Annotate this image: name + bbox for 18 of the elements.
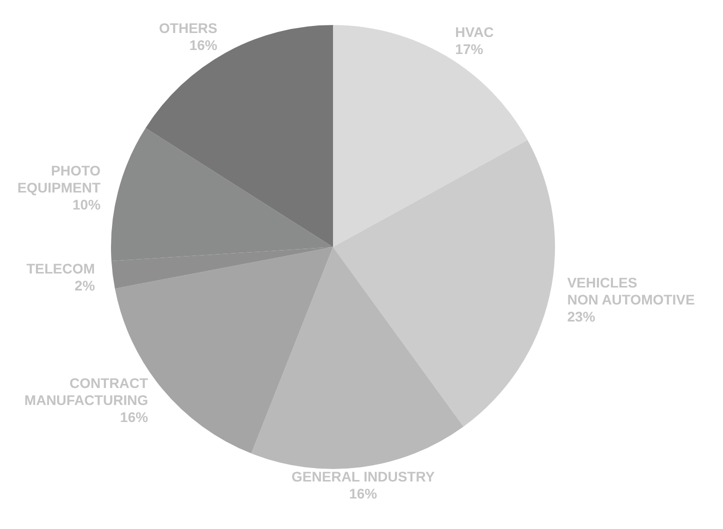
- slice-label: HVAC: [455, 24, 494, 40]
- data-label: 2%: [74, 278, 96, 294]
- data-label: 23%: [567, 308, 596, 324]
- slice-label: GENERAL INDUSTRY: [292, 468, 436, 485]
- data-label: 16%: [120, 408, 149, 425]
- pie-slice: [333, 140, 555, 427]
- pie-slice: [251, 247, 464, 469]
- pie-slice: [146, 25, 333, 247]
- slice-label: VEHICLES NON AUTOMOTIVE: [567, 274, 695, 308]
- slice-label: CONTRACT MANUFACTURING: [24, 374, 149, 408]
- data-label: 16%: [189, 37, 218, 54]
- data-label: 17%: [455, 40, 484, 57]
- slice-label: OTHERS: [159, 20, 218, 36]
- data-label: 10%: [72, 196, 102, 212]
- data-label: 16%: [349, 486, 378, 502]
- slice-label: TELECOM: [26, 260, 95, 277]
- pie-slice: [333, 25, 528, 247]
- slice-label: PHOTO EQUIPMENT: [17, 162, 101, 196]
